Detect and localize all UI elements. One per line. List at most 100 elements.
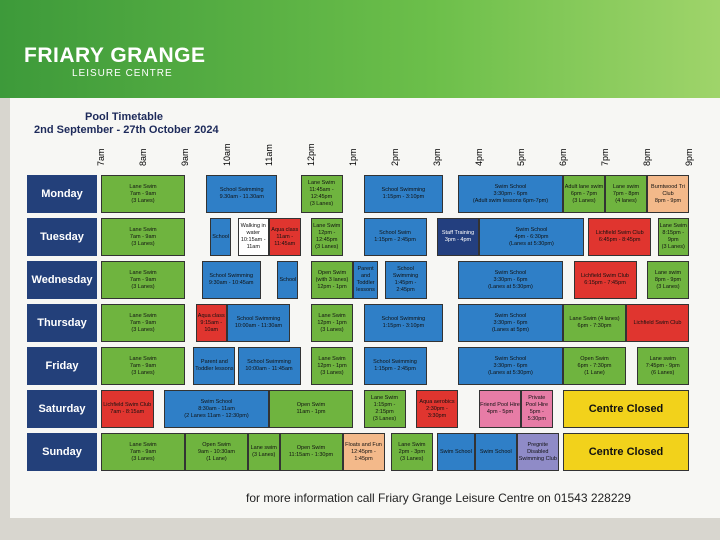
session-text: (3 Lanes) — [315, 244, 339, 250]
session-text: 2:30pm - 3:30pm — [426, 405, 448, 419]
session-text: Lane swim — [649, 355, 676, 362]
session: Lane swim 8pm - 9pm (3 Lanes) — [647, 261, 689, 299]
brand-sub: LEISURE CENTRE — [72, 68, 173, 79]
time-label: 12pm — [306, 143, 316, 166]
session-text: Walking in water — [240, 223, 266, 236]
time-label: 4pm — [474, 148, 484, 166]
session-text: (1 Lane) — [584, 369, 605, 376]
session-text: Swim School — [494, 312, 527, 319]
session: Friend Pool Hire 4pm - 5pm — [479, 390, 521, 428]
footer: for more information call Friary Grange … — [246, 491, 631, 505]
session-text: Lane Swim — [129, 269, 157, 276]
session-text: 7pm - 8pm — [612, 190, 640, 197]
day-label: Saturday — [27, 390, 97, 428]
session: Lane swim 7:45pm - 9pm (6 Lanes) — [636, 347, 689, 385]
session-text: (3 Lanes) — [131, 455, 155, 462]
banner: FRIARY GRANGE LEISURE CENTRE — [0, 0, 720, 98]
session-text: Open Swim — [296, 445, 326, 451]
session: School Swimming 1:45pm - 2:45pm — [384, 261, 427, 299]
session-text: Centre Closed — [588, 402, 664, 415]
session-text: (3 Lanes) — [131, 369, 155, 376]
session-text: Lane Swim — [313, 223, 341, 229]
session-text: Centre Closed — [588, 445, 664, 458]
session-text: Lane Swim — [318, 355, 346, 362]
session-text: 6pm - 7pm — [570, 190, 598, 197]
session-text: Parent and Toddler lessons — [195, 359, 234, 372]
time-label: 8am — [138, 148, 148, 166]
session: Lichfield Swim Club 6:45pm - 8:45pm — [588, 218, 652, 256]
session: Lane Swim 12pm - 1pm (3 Lanes) — [311, 347, 353, 385]
session-text: 6:15pm - 7:45pm — [584, 280, 626, 286]
session-text: 12pm - 1pm — [317, 362, 347, 369]
session: Parent and Toddler lessons — [353, 261, 379, 299]
session-text: School Swimming — [247, 359, 291, 365]
session: Swim School — [474, 433, 517, 471]
session-text: 8:15pm - 9pm — [662, 230, 685, 243]
session-text: (6 Lanes) — [651, 369, 675, 376]
session-text: Open Swim — [296, 402, 326, 408]
session-text: Lane Swim — [370, 395, 399, 401]
session-text: (3 Lanes) — [572, 197, 596, 204]
session: School Swimming 1:15pm - 3:10pm — [363, 175, 444, 213]
session: Centre Closed — [563, 390, 689, 428]
session: Lane Swim 7am - 9am (3 Lanes) — [101, 347, 185, 385]
brand: FRIARY GRANGE — [24, 44, 206, 67]
session-text: 6pm - 7:30pm — [577, 323, 612, 329]
day-label: Thursday — [27, 304, 97, 342]
session-text: 1:15pm - 2:45pm — [374, 237, 416, 243]
day-label: Friday — [27, 347, 97, 385]
session-text: School Swimming — [381, 187, 426, 193]
session-text: 12pm - 1pm — [317, 319, 347, 326]
session-text: 3:30pm - 6pm — [493, 319, 528, 326]
session-text: (3 Lanes) — [320, 326, 344, 333]
session: School Swimming 10:00am - 11:30am — [227, 304, 290, 342]
session: School — [277, 261, 299, 299]
session: Aqua class 11am - 11:45am — [269, 218, 301, 256]
session: Lane Swim 11:45am - 12:45pm (3 Lanes) — [300, 175, 343, 213]
session: Pregnite Disabled Swimming Club — [516, 433, 559, 471]
session-text: 11:45am - 12:45pm — [309, 187, 334, 200]
session: Adult lane swim 6pm - 7pm (3 Lanes) — [563, 175, 605, 213]
session-text: 3:30pm - 6pm — [493, 190, 528, 197]
session-text: School Swimming — [392, 266, 419, 279]
day-label: Wednesday — [27, 261, 97, 299]
time-label: 10am — [222, 143, 232, 166]
session-text: 3:30pm - 6pm — [493, 276, 528, 283]
session: Burntwood Tri Club 8pm - 9pm — [647, 175, 689, 213]
session-text: Lichfield Swim Club — [103, 402, 152, 408]
session: Lichfield Swim Club 7am - 8:15am — [101, 390, 154, 428]
session-text: 7am - 9am — [129, 319, 157, 326]
session-text: (3 Lanes) — [131, 326, 155, 333]
session-text: (3 Lanes) — [131, 240, 155, 247]
session-text: 6:45pm - 8:45pm — [598, 237, 641, 243]
session-text: 2pm - 3pm — [398, 448, 425, 455]
session: Lane Swim 7am - 9am (3 Lanes) — [101, 433, 185, 471]
session-text: School Swimming — [219, 187, 264, 193]
session-text: 9.30am - 11.30am — [219, 194, 264, 200]
session-text: (Adult swim lessons 6pm-7pm) — [472, 197, 549, 204]
session: Lane Swim 7am - 9am (3 Lanes) — [101, 175, 185, 213]
session-text: 8pm - 9pm — [654, 276, 682, 283]
session-text: Swim School — [440, 448, 472, 455]
session-text: Aqua aerobics — [419, 398, 455, 405]
session-text: Private Pool Hire — [525, 395, 549, 408]
session-text: 9:30am - 10:45am — [208, 280, 254, 286]
session-text: (3 Lanes) — [372, 416, 397, 422]
session-text: Swim School — [494, 269, 527, 276]
session: Centre Closed — [563, 433, 689, 471]
session: Lane Swim 8:15pm - 9pm (3 Lanes) — [657, 218, 689, 256]
session-text: Swim School — [494, 355, 527, 362]
session-text: Lane swim — [612, 183, 640, 190]
session-text: 1:15pm - 2:15pm — [373, 402, 396, 415]
session: Aqua class 9:15am - 10am — [195, 304, 227, 342]
session-text: Pregnite Disabled Swimming Club — [518, 441, 557, 462]
session-text: 6pm - 7:30pm — [577, 362, 612, 369]
day-label: Tuesday — [27, 218, 97, 256]
session-text: Swim School — [479, 448, 512, 455]
session-text: Parent and Toddler lessons — [356, 266, 375, 293]
session-text: 7am - 9am — [129, 233, 157, 240]
session: Lichfield Swim Club — [626, 304, 689, 342]
session-text: 4pm - 5pm — [486, 409, 514, 415]
session-text: 12pm - 12:45pm — [316, 230, 338, 243]
